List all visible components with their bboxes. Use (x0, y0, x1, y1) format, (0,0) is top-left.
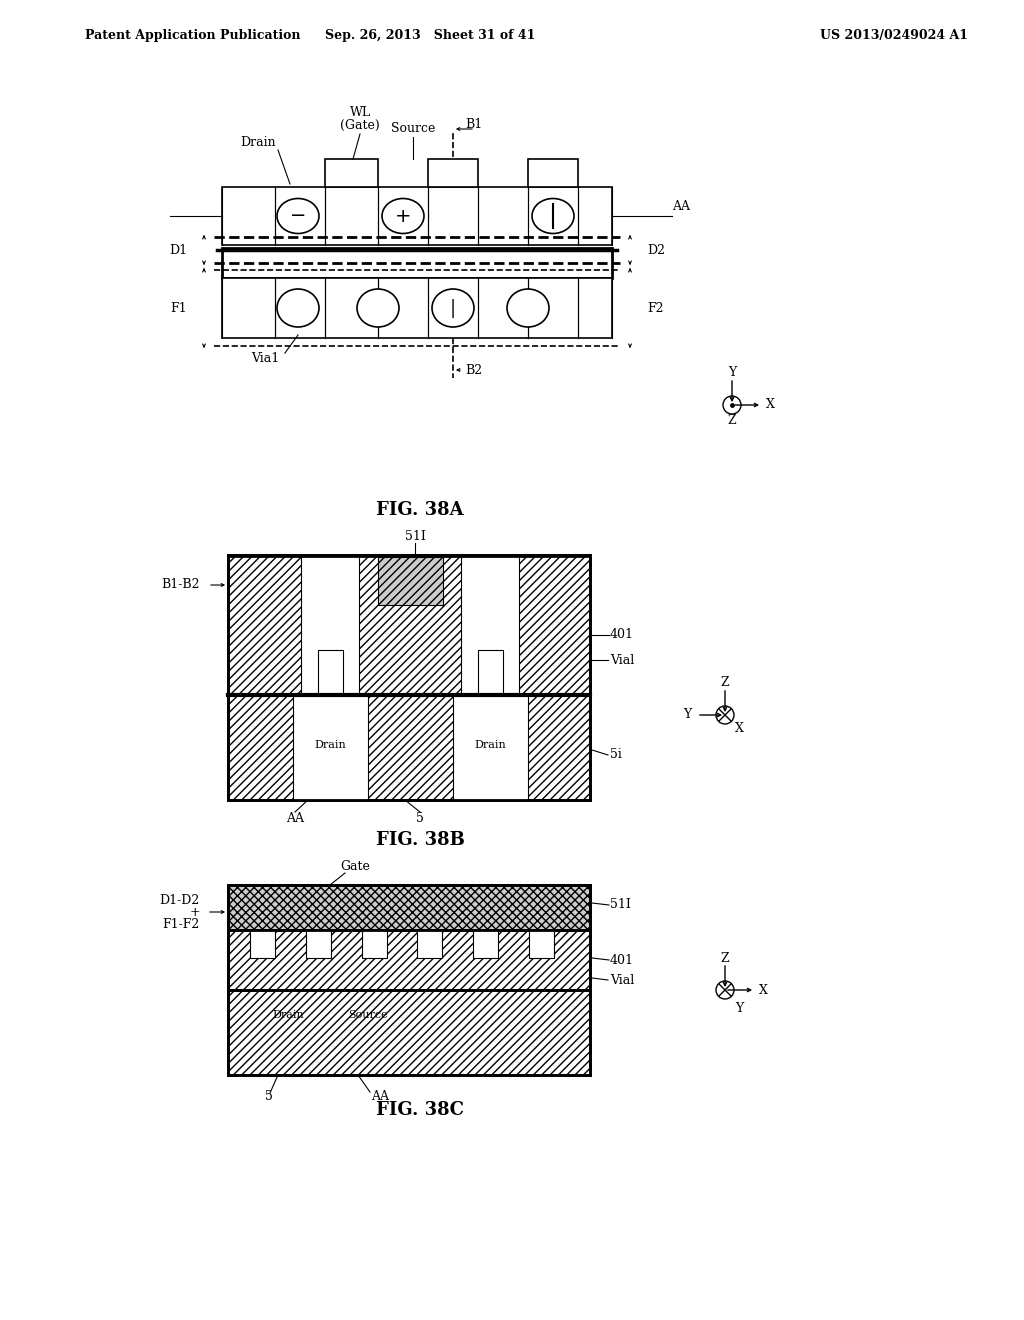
Bar (453, 696, 528, 800)
Text: Y: Y (735, 1002, 743, 1015)
Text: |: | (450, 298, 456, 318)
Bar (222, 187, 612, 246)
Text: Vial: Vial (610, 974, 634, 986)
Bar (325, 158, 378, 187)
Text: F1: F1 (170, 301, 187, 314)
Bar (301, 554, 359, 696)
Text: Drain: Drain (241, 136, 275, 149)
Text: X: X (759, 983, 767, 997)
Bar (228, 884, 590, 931)
Text: Vial: Vial (610, 653, 634, 667)
Text: F1-F2: F1-F2 (163, 917, 200, 931)
Text: Via1: Via1 (251, 351, 280, 364)
Bar (418, 931, 442, 958)
Text: 51I: 51I (610, 899, 631, 912)
Text: Source: Source (348, 1010, 388, 1020)
Bar (228, 990, 590, 1074)
Ellipse shape (432, 289, 474, 327)
Ellipse shape (532, 198, 574, 234)
Text: B2: B2 (465, 363, 482, 376)
Text: +: + (394, 206, 412, 226)
Text: 5: 5 (416, 812, 424, 825)
Bar (473, 931, 498, 958)
Text: Z: Z (728, 413, 736, 426)
Text: (Gate): (Gate) (340, 119, 380, 132)
Text: Sep. 26, 2013   Sheet 31 of 41: Sep. 26, 2013 Sheet 31 of 41 (325, 29, 536, 41)
Text: US 2013/0249024 A1: US 2013/0249024 A1 (820, 29, 968, 41)
Bar (228, 931, 590, 990)
Text: B1-B2: B1-B2 (162, 578, 200, 591)
Text: Y: Y (728, 367, 736, 380)
Bar (378, 557, 443, 605)
Text: X: X (766, 399, 774, 412)
Ellipse shape (507, 289, 549, 327)
Text: Z: Z (721, 676, 729, 689)
Text: Y: Y (683, 709, 691, 722)
Text: Drain: Drain (272, 1010, 304, 1020)
Bar (528, 931, 554, 958)
Bar (222, 248, 612, 279)
Ellipse shape (357, 289, 399, 327)
Text: Z: Z (721, 952, 729, 965)
Ellipse shape (278, 289, 319, 327)
Text: AA: AA (672, 199, 690, 213)
Text: Gate: Gate (340, 861, 370, 874)
Bar (306, 931, 331, 958)
Ellipse shape (278, 198, 319, 234)
Ellipse shape (382, 198, 424, 234)
Text: Drain: Drain (314, 741, 346, 750)
Text: X: X (734, 722, 743, 735)
Text: D1-D2: D1-D2 (160, 894, 200, 907)
Text: F2: F2 (647, 301, 664, 314)
Text: FIG. 38B: FIG. 38B (376, 832, 465, 849)
Text: Drain: Drain (474, 741, 506, 750)
Text: 401: 401 (610, 953, 634, 966)
Text: AA: AA (286, 812, 304, 825)
Text: AA: AA (371, 1090, 389, 1104)
Text: 5: 5 (265, 1090, 272, 1104)
Text: D2: D2 (647, 243, 665, 256)
Text: B1: B1 (465, 119, 482, 132)
Text: FIG. 38A: FIG. 38A (376, 502, 464, 519)
Text: 401: 401 (610, 628, 634, 642)
Text: Patent Application Publication: Patent Application Publication (85, 29, 300, 41)
Text: −: − (290, 206, 306, 226)
Bar (250, 931, 275, 958)
Bar (428, 158, 478, 187)
Bar (293, 696, 368, 800)
Bar (222, 279, 612, 338)
Bar (318, 649, 343, 696)
Text: FIG. 38C: FIG. 38C (376, 1101, 464, 1119)
Bar (228, 554, 590, 800)
Text: +: + (189, 906, 200, 919)
Text: WL: WL (349, 106, 371, 119)
Bar (461, 554, 519, 696)
Bar (478, 649, 503, 696)
Bar (228, 696, 590, 800)
Bar (361, 931, 387, 958)
Text: 51I: 51I (404, 531, 425, 544)
Text: Source: Source (391, 123, 435, 136)
Bar (528, 158, 578, 187)
Text: 5i: 5i (610, 748, 622, 762)
Text: D1: D1 (169, 243, 187, 256)
